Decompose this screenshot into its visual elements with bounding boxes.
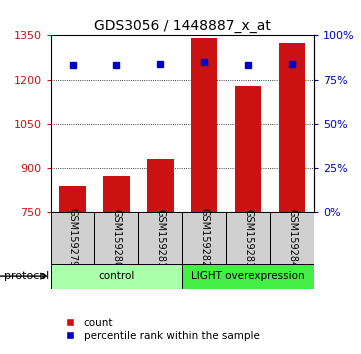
Bar xyxy=(95,212,138,264)
Bar xyxy=(235,86,261,212)
Bar xyxy=(182,212,226,264)
Bar xyxy=(138,212,182,264)
Bar xyxy=(147,159,174,212)
Bar xyxy=(51,212,95,264)
Text: GSM159279: GSM159279 xyxy=(68,209,78,268)
Bar xyxy=(103,176,130,212)
Text: GSM159282: GSM159282 xyxy=(199,209,209,268)
Title: GDS3056 / 1448887_x_at: GDS3056 / 1448887_x_at xyxy=(94,19,271,33)
Text: protocol: protocol xyxy=(4,271,49,281)
Text: GSM159284: GSM159284 xyxy=(287,209,297,268)
Bar xyxy=(270,212,314,264)
Text: control: control xyxy=(98,271,135,281)
Text: GSM159283: GSM159283 xyxy=(243,209,253,268)
Bar xyxy=(279,43,305,212)
Bar xyxy=(182,264,314,289)
Bar xyxy=(59,186,86,212)
Bar xyxy=(226,212,270,264)
Legend: count, percentile rank within the sample: count, percentile rank within the sample xyxy=(56,314,264,345)
Bar xyxy=(191,38,217,212)
Text: GSM159280: GSM159280 xyxy=(112,209,121,268)
Bar xyxy=(51,264,182,289)
Text: LIGHT overexpression: LIGHT overexpression xyxy=(191,271,305,281)
Text: GSM159281: GSM159281 xyxy=(155,209,165,268)
